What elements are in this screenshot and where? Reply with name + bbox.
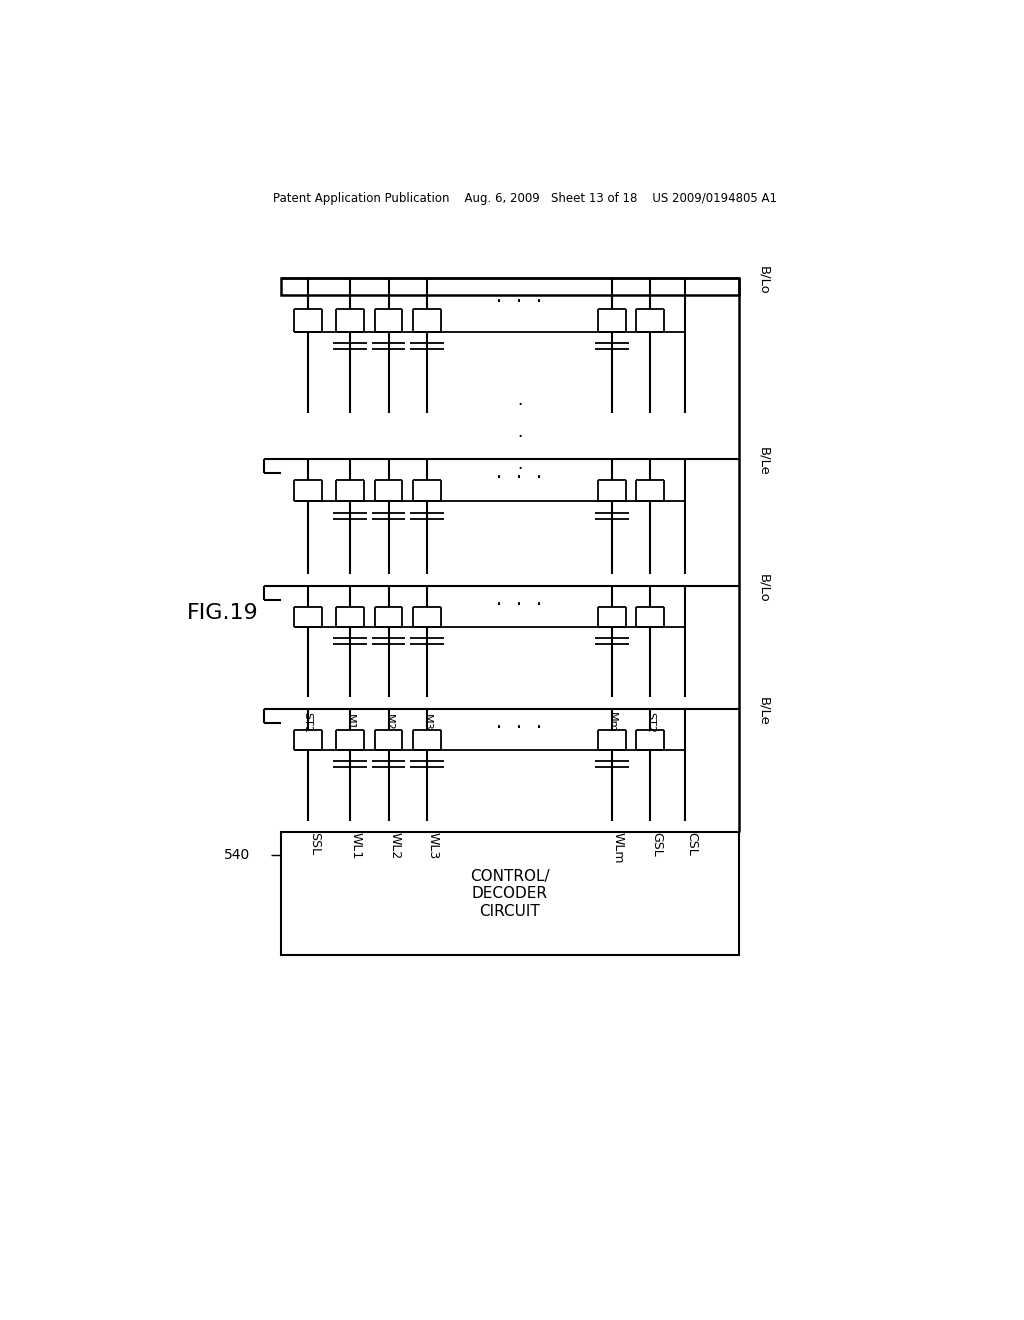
Text: WL1: WL1 [350,832,364,859]
Text: . . .: . . . [495,714,545,733]
Text: ·
·
·: · · · [517,396,522,478]
Text: 540: 540 [223,849,250,862]
Text: B/Le: B/Le [757,446,770,475]
Text: Mm: Mm [607,711,616,733]
Text: M3: M3 [422,714,432,730]
Bar [281,277,739,294]
Bar [281,832,739,956]
Text: SSL: SSL [307,832,321,855]
Text: ST1: ST1 [303,711,312,733]
Text: B/Le: B/Le [757,697,770,726]
Text: CSL: CSL [685,832,698,855]
Text: B/Lo: B/Lo [757,265,770,294]
Text: . . .: . . . [495,591,545,609]
Text: Patent Application Publication    Aug. 6, 2009   Sheet 13 of 18    US 2009/01948: Patent Application Publication Aug. 6, 2… [272,191,777,205]
Text: FIG.19: FIG.19 [187,603,259,623]
Text: B/Lo: B/Lo [757,574,770,602]
Text: GSL: GSL [650,832,664,857]
Text: M1: M1 [345,714,355,730]
Text: ST2: ST2 [645,711,655,733]
Text: M2: M2 [384,714,393,730]
Text: WL2: WL2 [388,832,401,859]
Text: . . .: . . . [495,465,545,482]
Text: WLm: WLm [611,832,625,863]
Text: . . .: . . . [495,288,545,306]
Text: WL3: WL3 [427,832,440,859]
Text: CONTROL/
DECODER
CIRCUIT: CONTROL/ DECODER CIRCUIT [470,869,550,919]
